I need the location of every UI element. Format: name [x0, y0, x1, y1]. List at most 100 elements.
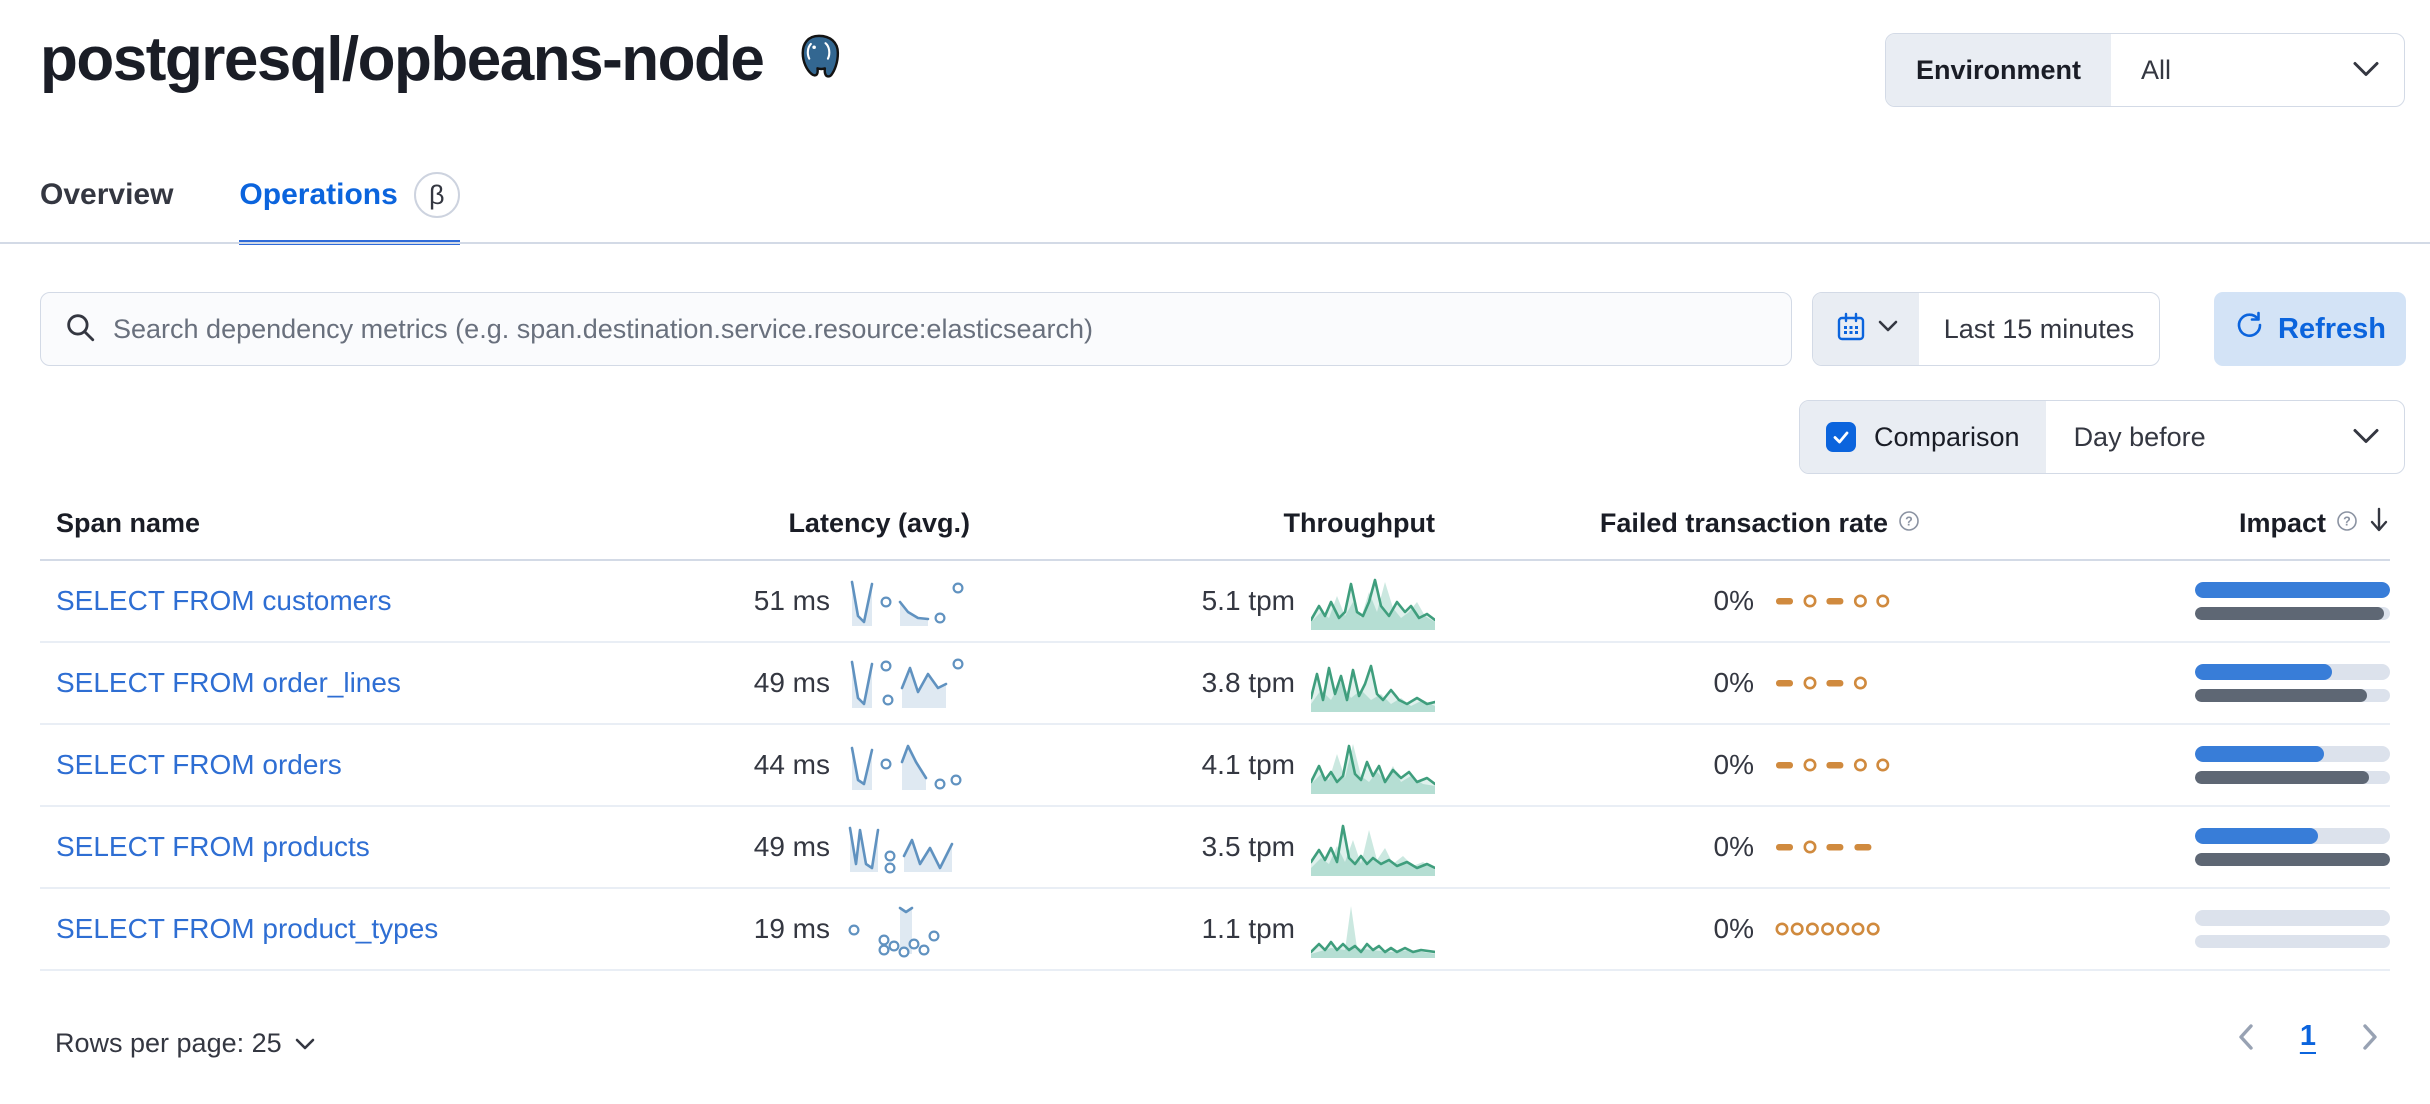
help-icon[interactable]: ?: [1898, 508, 1920, 539]
tab-bar: Overview Operations β: [40, 172, 460, 245]
latency-value: 19 ms: [753, 913, 830, 944]
table-header: Span name Latency (avg.) Throughput Fail…: [40, 506, 2390, 561]
throughput-sparkline: [1311, 664, 1435, 712]
tab-operations[interactable]: Operations β: [239, 172, 460, 245]
failed-rate-sparkline: [1776, 758, 1890, 772]
next-page-button[interactable]: [2360, 1022, 2380, 1052]
span-name-link[interactable]: SELECT FROM orders: [56, 749, 342, 780]
impact-cell: [1920, 582, 2390, 620]
comparison-checkbox[interactable]: [1826, 422, 1856, 452]
rows-per-page-button[interactable]: Rows per page: 25: [55, 1028, 316, 1059]
latency-value: 44 ms: [753, 749, 830, 780]
table-row: SELECT FROM orders 44 ms 4.1 tpm 0%: [40, 725, 2390, 807]
latency-sparkline: [850, 658, 964, 708]
impact-bars: [2195, 910, 2390, 948]
latency-value: 49 ms: [753, 667, 830, 698]
throughput-sparkline: [1311, 906, 1435, 958]
throughput-cell: 3.8 tpm: [970, 654, 1435, 712]
column-latency: Latency (avg.): [788, 508, 970, 538]
column-throughput: Throughput: [1283, 508, 1435, 538]
environment-select[interactable]: Environment All: [1885, 33, 2405, 107]
search-icon: [63, 310, 97, 349]
table-body: SELECT FROM customers 51 ms 5.1 tpm 0% SELEC…: [40, 561, 2390, 971]
throughput-cell: 5.1 tpm: [970, 572, 1435, 630]
search-bar: [40, 292, 1792, 366]
throughput-cell: 3.5 tpm: [970, 818, 1435, 876]
failed-rate-cell: 0%: [1435, 663, 1920, 703]
table-row: SELECT FROM order_lines 49 ms 3.8 tpm 0%: [40, 643, 2390, 725]
throughput-value: 3.5 tpm: [1201, 831, 1295, 862]
comparison-control: Comparison Day before: [1799, 400, 2405, 474]
impact-current-bar: [2195, 664, 2390, 680]
throughput-value: 1.1 tpm: [1201, 913, 1295, 944]
search-input[interactable]: [113, 313, 1769, 345]
failed-rate-sparkline: [1776, 840, 1872, 854]
impact-previous-bar: [2195, 689, 2390, 702]
span-name-cell: SELECT FROM orders: [40, 749, 540, 781]
latency-cell: 19 ms: [540, 900, 970, 958]
operations-table: Span name Latency (avg.) Throughput Fail…: [40, 506, 2390, 971]
throughput-sparkline: [1311, 744, 1435, 794]
failed-rate-value: 0%: [1713, 667, 1754, 698]
help-icon[interactable]: ?: [2336, 508, 2358, 539]
column-failed-rate: Failed transaction rate ?: [1435, 508, 1920, 539]
latency-sparkline: [850, 744, 962, 790]
impact-cell: [1920, 910, 2390, 948]
impact-current-bar: [2195, 910, 2390, 926]
impact-current-bar: [2195, 828, 2390, 844]
failed-rate-cell: 0%: [1435, 745, 1920, 785]
chevron-down-icon: [294, 1028, 316, 1059]
refresh-icon: [2234, 310, 2264, 348]
failed-rate-value: 0%: [1713, 831, 1754, 862]
span-name-link[interactable]: SELECT FROM order_lines: [56, 667, 401, 698]
postgresql-logo-icon: [793, 31, 845, 88]
sort-desc-icon: [2368, 506, 2390, 541]
span-name-link[interactable]: SELECT FROM products: [56, 831, 370, 862]
table-row: SELECT FROM products 49 ms 3.5 tpm 0%: [40, 807, 2390, 889]
environment-label: Environment: [1886, 34, 2112, 106]
page-number[interactable]: 1: [2299, 1020, 2316, 1052]
environment-value[interactable]: All: [2111, 34, 2404, 106]
span-name-cell: SELECT FROM order_lines: [40, 667, 540, 699]
span-name-link[interactable]: SELECT FROM customers: [56, 585, 392, 616]
impact-current-bar: [2195, 746, 2390, 762]
time-range-button[interactable]: Last 15 minutes: [1943, 313, 2135, 344]
comparison-select[interactable]: Day before: [2046, 401, 2404, 473]
failed-rate-value: 0%: [1713, 749, 1754, 780]
throughput-sparkline: [1311, 578, 1435, 630]
table-row: SELECT FROM customers 51 ms 5.1 tpm 0%: [40, 561, 2390, 643]
span-name-cell: SELECT FROM customers: [40, 585, 540, 617]
latency-value: 49 ms: [753, 831, 830, 862]
comparison-toggle: Comparison: [1800, 401, 2046, 473]
previous-page-button[interactable]: [2236, 1022, 2256, 1052]
impact-cell: [1920, 746, 2390, 784]
svg-text:?: ?: [2343, 515, 2351, 529]
throughput-value: 5.1 tpm: [1201, 585, 1295, 616]
latency-value: 51 ms: [753, 585, 830, 616]
impact-previous-bar: [2195, 853, 2390, 866]
chevron-down-icon: [2352, 55, 2380, 86]
impact-bars: [2195, 746, 2390, 784]
failed-rate-cell: 0%: [1435, 581, 1920, 621]
failed-rate-sparkline: [1775, 922, 1880, 936]
tab-overview[interactable]: Overview: [40, 178, 174, 211]
comparison-label: Comparison: [1874, 421, 2020, 452]
impact-bars: [2195, 664, 2390, 702]
latency-cell: 44 ms: [540, 736, 970, 794]
latency-cell: 49 ms: [540, 818, 970, 876]
latency-sparkline: [850, 580, 964, 626]
impact-previous-bar: [2195, 607, 2390, 620]
span-name-link[interactable]: SELECT FROM product_types: [56, 913, 439, 944]
latency-cell: 49 ms: [540, 654, 970, 712]
chevron-down-icon: [2352, 422, 2380, 453]
impact-bars: [2195, 582, 2390, 620]
refresh-button[interactable]: Refresh: [2214, 292, 2406, 366]
chevron-down-icon: [1878, 320, 1898, 339]
pagination: 1: [2236, 1020, 2380, 1053]
throughput-sparkline: [1311, 824, 1435, 876]
date-picker-calendar-button[interactable]: [1813, 293, 1919, 365]
throughput-cell: 4.1 tpm: [970, 736, 1435, 794]
column-impact[interactable]: Impact ?: [1920, 506, 2390, 541]
span-name-cell: SELECT FROM product_types: [40, 913, 540, 945]
